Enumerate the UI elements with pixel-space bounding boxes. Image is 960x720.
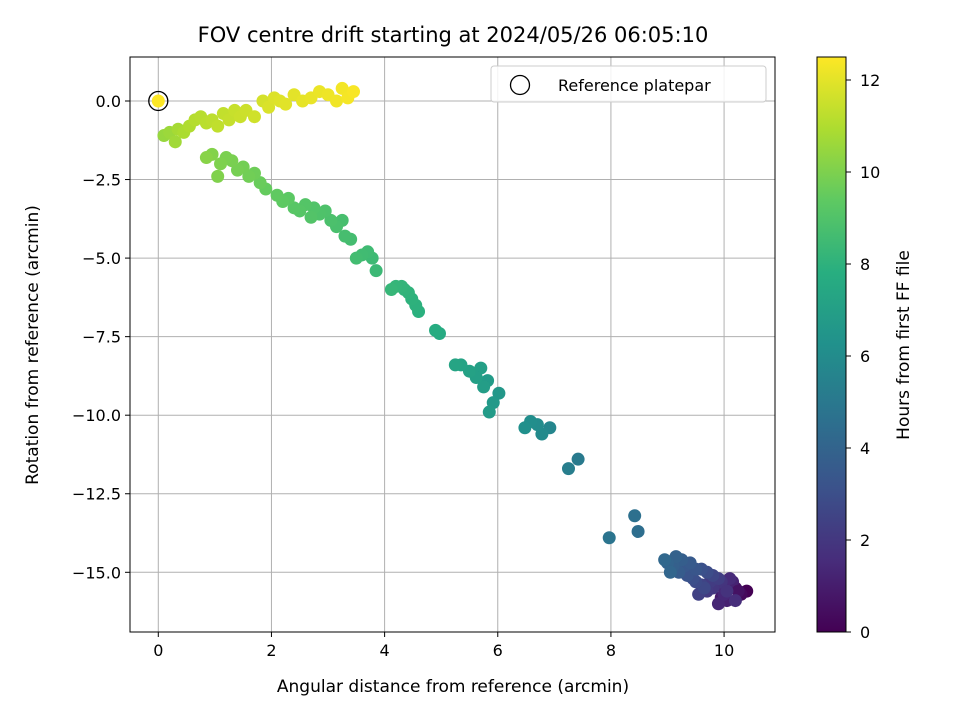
colorbar-gradient bbox=[816, 56, 847, 633]
y-tick-label: −12.5 bbox=[72, 485, 121, 504]
data-point bbox=[287, 201, 301, 215]
x-tick-label: 0 bbox=[153, 641, 163, 660]
legend-label: Reference platepar bbox=[558, 76, 711, 95]
data-point bbox=[338, 229, 352, 243]
y-tick-label: −5.0 bbox=[82, 249, 121, 268]
data-point bbox=[211, 119, 225, 133]
data-point bbox=[151, 94, 165, 108]
data-point bbox=[199, 151, 213, 165]
data-point bbox=[168, 135, 182, 149]
y-tick-label: −7.5 bbox=[82, 328, 121, 347]
colorbar-tick-label: 0 bbox=[860, 623, 870, 642]
y-tick-label: −2.5 bbox=[82, 171, 121, 190]
data-point bbox=[561, 462, 575, 476]
x-tick-label: 2 bbox=[266, 641, 276, 660]
data-point bbox=[211, 169, 225, 183]
y-tick-label: 0.0 bbox=[96, 92, 121, 111]
y-tick-label: −10.0 bbox=[72, 406, 121, 425]
data-point bbox=[720, 584, 734, 598]
x-axis-title: Angular distance from reference (arcmin) bbox=[277, 677, 629, 697]
colorbar-title: Hours from first FF file bbox=[894, 250, 914, 440]
data-point bbox=[448, 358, 462, 372]
data-point bbox=[242, 169, 256, 183]
data-point bbox=[222, 113, 236, 127]
data-point bbox=[602, 531, 616, 545]
y-axis-ticks: 0.0 −2.5 −5.0 −7.5 −10.0 −12.5 −15.0 bbox=[72, 92, 130, 582]
y-axis-title: Rotation from reference (arcmin) bbox=[23, 205, 43, 485]
colorbar-ticks: 0 2 4 6 8 10 12 bbox=[846, 71, 880, 642]
data-point bbox=[253, 176, 267, 190]
data-point bbox=[728, 594, 742, 608]
data-point bbox=[262, 100, 276, 114]
data-point bbox=[324, 213, 338, 227]
data-point bbox=[279, 97, 293, 111]
colorbar-tick-label: 10 bbox=[860, 163, 880, 182]
data-point bbox=[518, 421, 532, 435]
plot-frame bbox=[129, 56, 776, 633]
data-point bbox=[711, 597, 725, 611]
data-point bbox=[231, 163, 244, 177]
x-tick-label: 10 bbox=[714, 641, 734, 660]
colorbar-tick-label: 6 bbox=[860, 347, 870, 366]
data-point bbox=[384, 283, 398, 297]
data-point bbox=[335, 81, 349, 95]
chart-title: FOV centre drift starting at 2024/05/26 … bbox=[198, 23, 709, 47]
x-axis-ticks: 0 2 4 6 8 10 bbox=[153, 632, 734, 660]
data-point bbox=[482, 405, 496, 419]
data-point bbox=[628, 509, 642, 523]
y-tick-label: −15.0 bbox=[72, 563, 121, 582]
data-point bbox=[349, 251, 363, 265]
x-tick-label: 6 bbox=[493, 641, 503, 660]
colorbar-tick-label: 12 bbox=[860, 71, 880, 90]
colorbar: 0 2 4 6 8 10 12 Hours from first FF file bbox=[816, 56, 914, 642]
legend: Reference platepar bbox=[490, 65, 767, 103]
data-point bbox=[304, 210, 318, 224]
colorbar-tick-label: 8 bbox=[860, 255, 870, 274]
data-point bbox=[270, 188, 284, 202]
data-point bbox=[330, 94, 344, 108]
data-point bbox=[571, 452, 585, 466]
data-point bbox=[214, 157, 228, 171]
x-tick-label: 4 bbox=[380, 641, 390, 660]
data-point bbox=[247, 110, 261, 124]
data-point bbox=[346, 85, 360, 99]
grid-lines bbox=[130, 57, 775, 632]
colorbar-tick-label: 2 bbox=[860, 531, 870, 550]
scatter-points bbox=[151, 81, 754, 611]
reference-marker bbox=[148, 90, 169, 112]
x-tick-label: 8 bbox=[606, 641, 616, 660]
colorbar-tick-label: 4 bbox=[860, 439, 870, 458]
reference-platepar-point bbox=[148, 90, 169, 112]
data-point bbox=[663, 565, 677, 579]
data-point bbox=[631, 524, 645, 538]
legend-box bbox=[490, 65, 767, 103]
data-point bbox=[369, 264, 383, 278]
data-point bbox=[429, 323, 443, 337]
legend-reference-marker bbox=[509, 74, 531, 96]
data-point bbox=[477, 380, 491, 394]
data-point bbox=[492, 386, 506, 400]
data-point bbox=[658, 553, 672, 567]
